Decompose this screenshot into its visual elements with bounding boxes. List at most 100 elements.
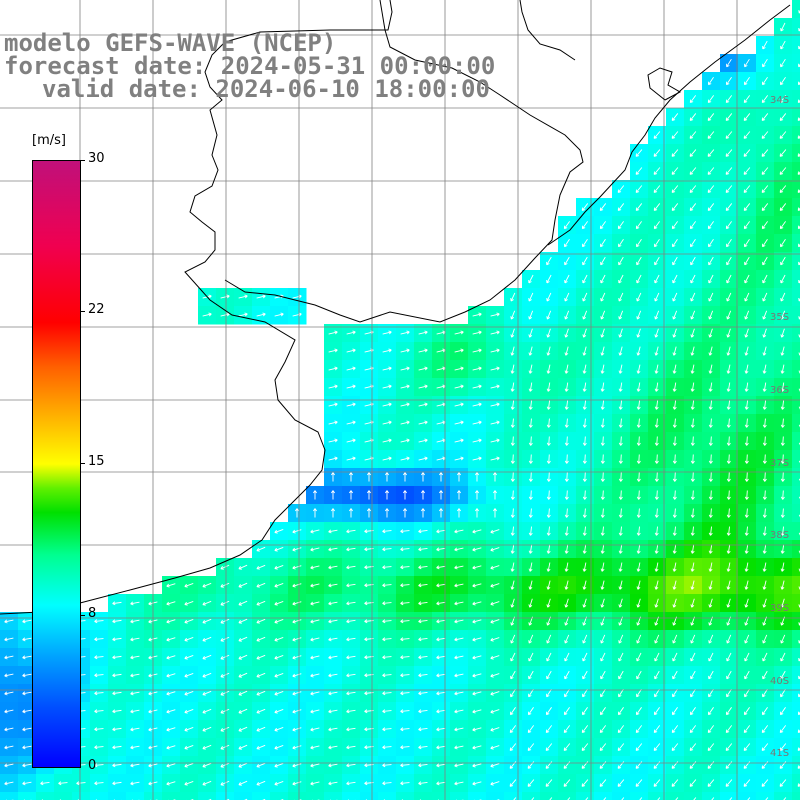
wind-arrow	[672, 580, 677, 590]
wind-speed-cell	[792, 216, 800, 235]
wind-arrow	[689, 743, 697, 751]
wind-arrow	[472, 420, 482, 425]
wind-speed-cell	[720, 792, 739, 800]
river-border	[379, 0, 393, 31]
wind-arrow	[400, 402, 410, 407]
wind-arrow	[546, 688, 552, 698]
wind-speed-cell	[792, 396, 800, 415]
wind-arrow	[382, 565, 392, 570]
wind-arrow	[457, 472, 461, 482]
wind-arrow	[454, 529, 464, 534]
wind-arrow	[672, 634, 678, 644]
wind-arrow	[672, 508, 677, 518]
wind-arrow	[202, 708, 212, 714]
wind-arrow	[439, 508, 443, 518]
wind-arrow	[618, 544, 623, 554]
wind-arrow	[546, 310, 552, 320]
wind-arrow	[310, 637, 320, 642]
wind-speed-cell	[792, 378, 800, 397]
wind-arrow	[238, 294, 248, 299]
wind-arrow	[636, 454, 641, 464]
wind-arrow	[531, 797, 535, 800]
wind-arrow	[4, 781, 14, 786]
wind-speed-cell	[234, 792, 253, 800]
wind-arrow	[528, 526, 533, 536]
wind-arrow	[400, 709, 410, 714]
wind-speed-cell	[792, 486, 800, 505]
wind-arrow	[220, 294, 230, 299]
wind-arrow	[490, 763, 500, 768]
wind-arrow	[600, 292, 606, 302]
wind-arrow	[780, 544, 785, 554]
wind-arrow	[454, 366, 464, 371]
wind-arrow	[310, 601, 320, 606]
wind-arrow	[166, 583, 176, 588]
wind-arrow	[635, 743, 643, 751]
wind-arrow	[618, 310, 624, 320]
wind-arrow	[600, 562, 605, 572]
colorbar-unit: [m/s]	[32, 133, 66, 148]
wind-arrow	[582, 418, 587, 428]
wind-arrow	[672, 598, 677, 608]
wind-arrow	[600, 544, 605, 554]
wind-speed-cell	[558, 792, 577, 800]
wind-arrow	[238, 312, 248, 317]
wind-arrow	[454, 330, 464, 335]
wind-arrow	[220, 582, 230, 588]
wind-arrow	[744, 436, 749, 446]
wind-arrow	[509, 779, 517, 787]
wind-arrow	[654, 346, 659, 356]
wind-arrow	[726, 238, 732, 248]
colorbar-tick-label: 30	[88, 151, 105, 166]
wind-speed-cell	[792, 684, 800, 703]
wind-arrow	[582, 292, 588, 302]
wind-arrow	[400, 655, 410, 660]
wind-speed-cell	[792, 522, 800, 541]
wind-speed-cell	[756, 792, 775, 800]
wind-arrow	[654, 364, 659, 374]
wind-arrow	[744, 472, 749, 482]
wind-arrow	[744, 652, 750, 662]
wind-arrow	[22, 745, 32, 750]
wind-arrow	[600, 418, 605, 428]
wind-arrow	[743, 221, 750, 230]
wind-arrow	[238, 726, 248, 732]
wind-arrow	[744, 580, 749, 590]
wind-arrow	[600, 490, 605, 500]
wind-arrow	[22, 619, 32, 624]
wind-arrow	[346, 529, 356, 534]
wind-speed-cell	[792, 702, 800, 721]
wind-arrow	[418, 637, 428, 642]
wind-arrow	[490, 601, 500, 606]
wind-arrow	[346, 348, 356, 353]
wind-arrow	[528, 436, 533, 446]
wind-arrow	[472, 384, 482, 389]
wind-arrow	[780, 526, 785, 536]
wind-arrow	[779, 131, 787, 139]
wind-arrow	[564, 526, 569, 536]
wind-arrow	[564, 634, 570, 644]
wind-arrow	[202, 762, 212, 768]
wind-arrow	[600, 436, 605, 446]
wind-arrow	[707, 203, 715, 211]
wind-arrow	[671, 113, 679, 121]
wind-arrow	[783, 797, 787, 800]
wind-arrow	[112, 601, 122, 606]
wind-arrow	[672, 688, 678, 698]
wind-arrow	[564, 400, 569, 410]
wind-arrow	[744, 382, 749, 392]
wind-speed-cell	[792, 270, 800, 289]
wind-arrow	[382, 384, 392, 389]
wind-arrow	[708, 256, 714, 266]
wind-arrow	[454, 456, 464, 461]
wind-arrow	[220, 672, 230, 678]
wind-arrow	[780, 310, 786, 320]
wind-arrow	[4, 727, 14, 732]
wind-arrow	[744, 58, 750, 68]
wind-arrow	[581, 779, 589, 787]
wind-direction-arrows	[4, 10, 800, 800]
wind-arrow	[382, 402, 392, 407]
wind-arrow	[527, 779, 535, 787]
wind-arrow	[490, 691, 500, 696]
wind-arrow	[490, 655, 500, 660]
